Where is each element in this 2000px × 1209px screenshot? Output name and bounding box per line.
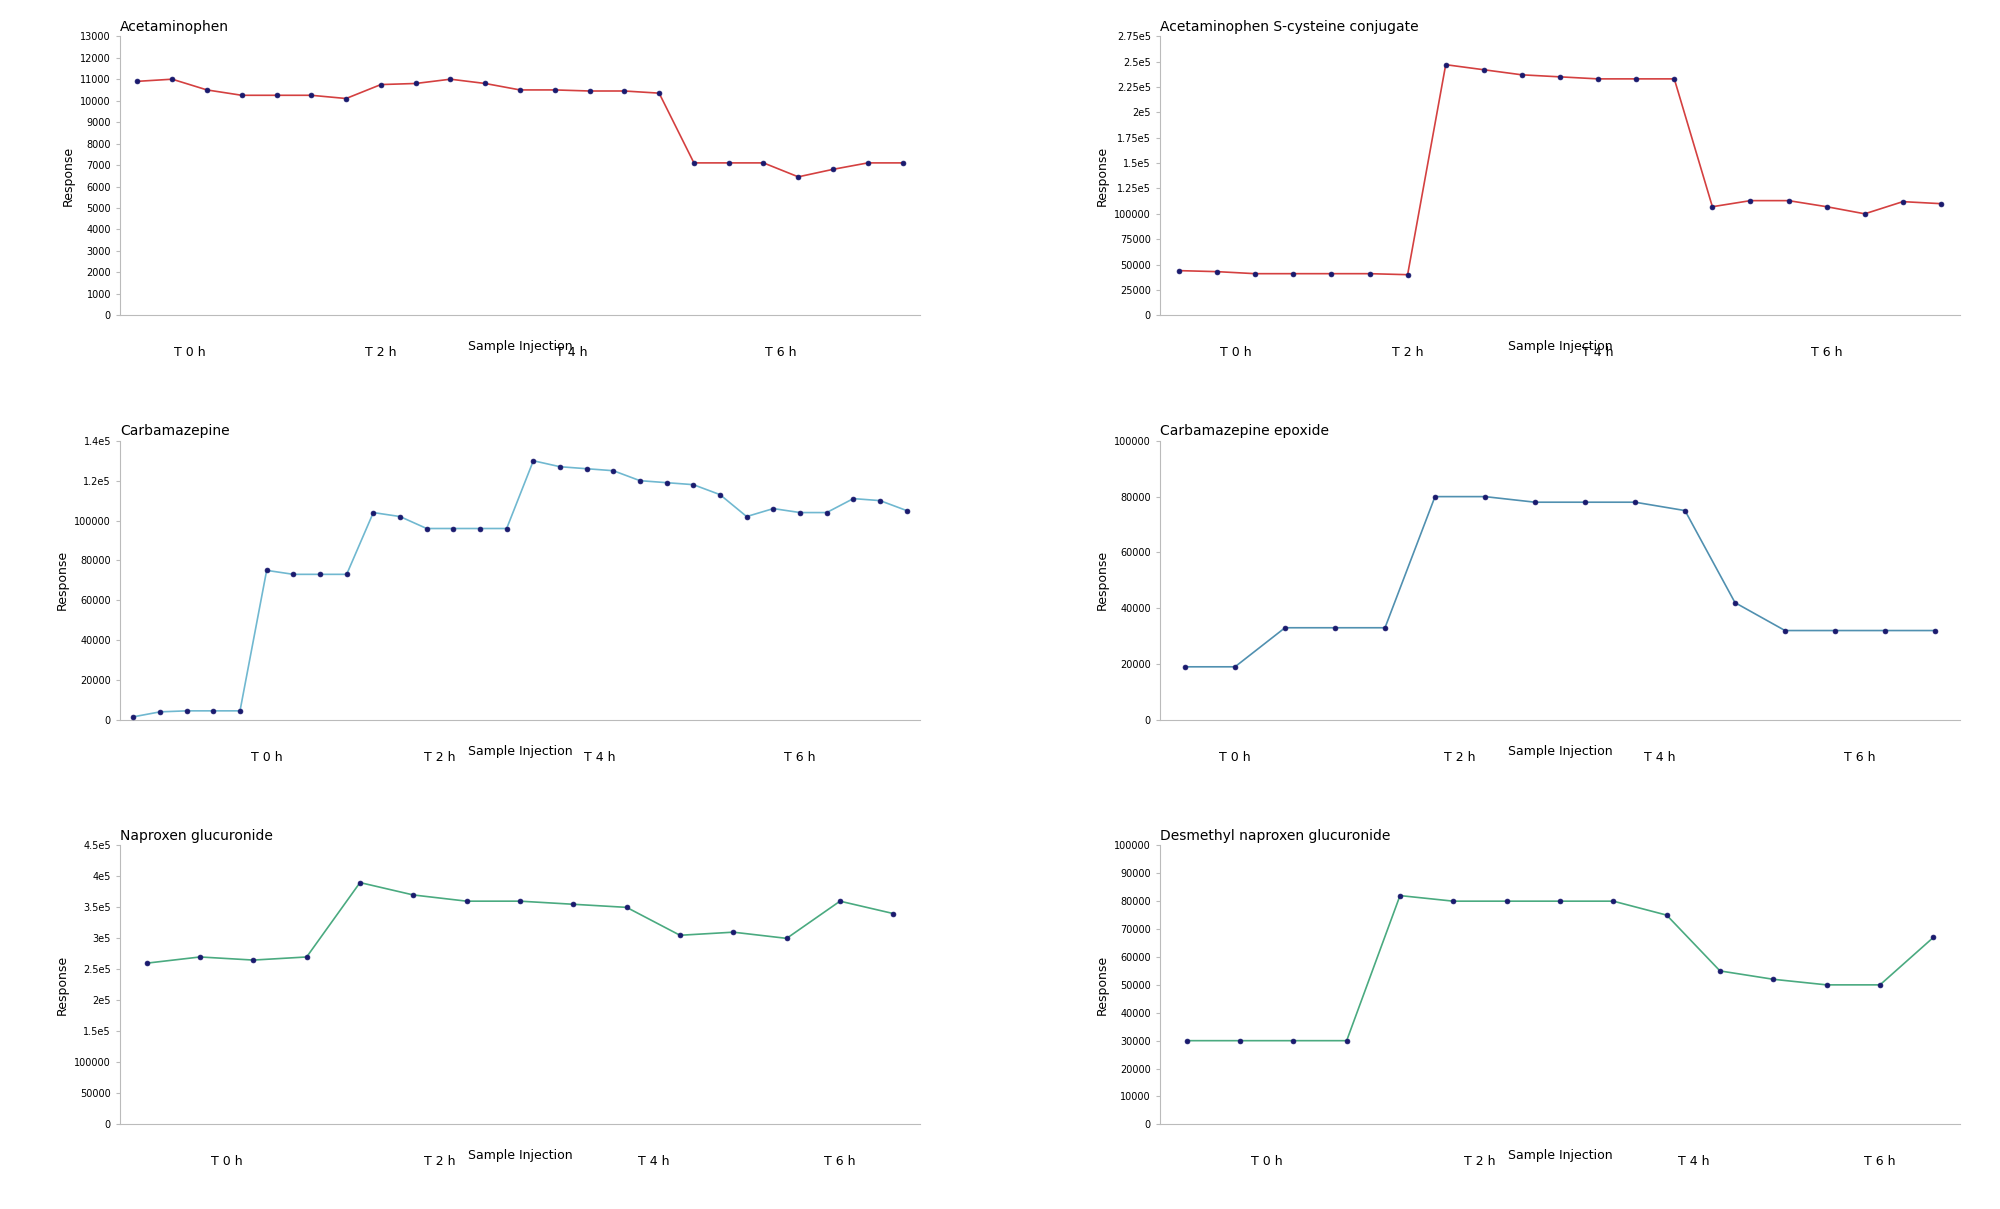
X-axis label: Sample Injection: Sample Injection bbox=[1508, 1150, 1612, 1162]
X-axis label: Sample Injection: Sample Injection bbox=[1508, 340, 1612, 353]
X-axis label: Sample Injection: Sample Injection bbox=[468, 745, 572, 758]
Text: T 2 h: T 2 h bbox=[1392, 346, 1424, 359]
Text: T 0 h: T 0 h bbox=[210, 1155, 242, 1168]
Text: T 6 h: T 6 h bbox=[784, 751, 816, 764]
X-axis label: Sample Injection: Sample Injection bbox=[468, 340, 572, 353]
Y-axis label: Response: Response bbox=[56, 550, 68, 611]
Text: T 0 h: T 0 h bbox=[1250, 1155, 1282, 1168]
Text: Acetaminophen S-cysteine conjugate: Acetaminophen S-cysteine conjugate bbox=[1160, 19, 1418, 34]
Text: T 4 h: T 4 h bbox=[584, 751, 616, 764]
Text: Naproxen glucuronide: Naproxen glucuronide bbox=[120, 829, 272, 843]
Text: Acetaminophen: Acetaminophen bbox=[120, 19, 228, 34]
Text: T 2 h: T 2 h bbox=[1444, 751, 1476, 764]
Y-axis label: Response: Response bbox=[1096, 146, 1108, 206]
Text: T 4 h: T 4 h bbox=[638, 1155, 670, 1168]
Text: T 4 h: T 4 h bbox=[556, 346, 588, 359]
Text: T 4 h: T 4 h bbox=[1644, 751, 1676, 764]
Text: T 4 h: T 4 h bbox=[1582, 346, 1614, 359]
Text: T 4 h: T 4 h bbox=[1678, 1155, 1710, 1168]
Text: T 2 h: T 2 h bbox=[1464, 1155, 1496, 1168]
Text: T 0 h: T 0 h bbox=[1220, 346, 1252, 359]
Text: T 6 h: T 6 h bbox=[824, 1155, 856, 1168]
Text: T 2 h: T 2 h bbox=[366, 346, 396, 359]
Text: T 0 h: T 0 h bbox=[1220, 751, 1250, 764]
Text: T 0 h: T 0 h bbox=[250, 751, 282, 764]
Text: Carbamazepine: Carbamazepine bbox=[120, 424, 230, 439]
Text: Carbamazepine epoxide: Carbamazepine epoxide bbox=[1160, 424, 1330, 439]
Text: T 6 h: T 6 h bbox=[1844, 751, 1876, 764]
Text: T 6 h: T 6 h bbox=[1810, 346, 1842, 359]
X-axis label: Sample Injection: Sample Injection bbox=[468, 1150, 572, 1162]
Text: T 6 h: T 6 h bbox=[1864, 1155, 1896, 1168]
Y-axis label: Response: Response bbox=[62, 146, 74, 206]
Text: T 6 h: T 6 h bbox=[766, 346, 796, 359]
Y-axis label: Response: Response bbox=[56, 955, 68, 1014]
X-axis label: Sample Injection: Sample Injection bbox=[1508, 745, 1612, 758]
Text: T 2 h: T 2 h bbox=[424, 751, 456, 764]
Y-axis label: Response: Response bbox=[1096, 955, 1108, 1014]
Text: T 2 h: T 2 h bbox=[424, 1155, 456, 1168]
Text: Desmethyl naproxen glucuronide: Desmethyl naproxen glucuronide bbox=[1160, 829, 1390, 843]
Text: T 0 h: T 0 h bbox=[174, 346, 206, 359]
Y-axis label: Response: Response bbox=[1096, 550, 1108, 611]
